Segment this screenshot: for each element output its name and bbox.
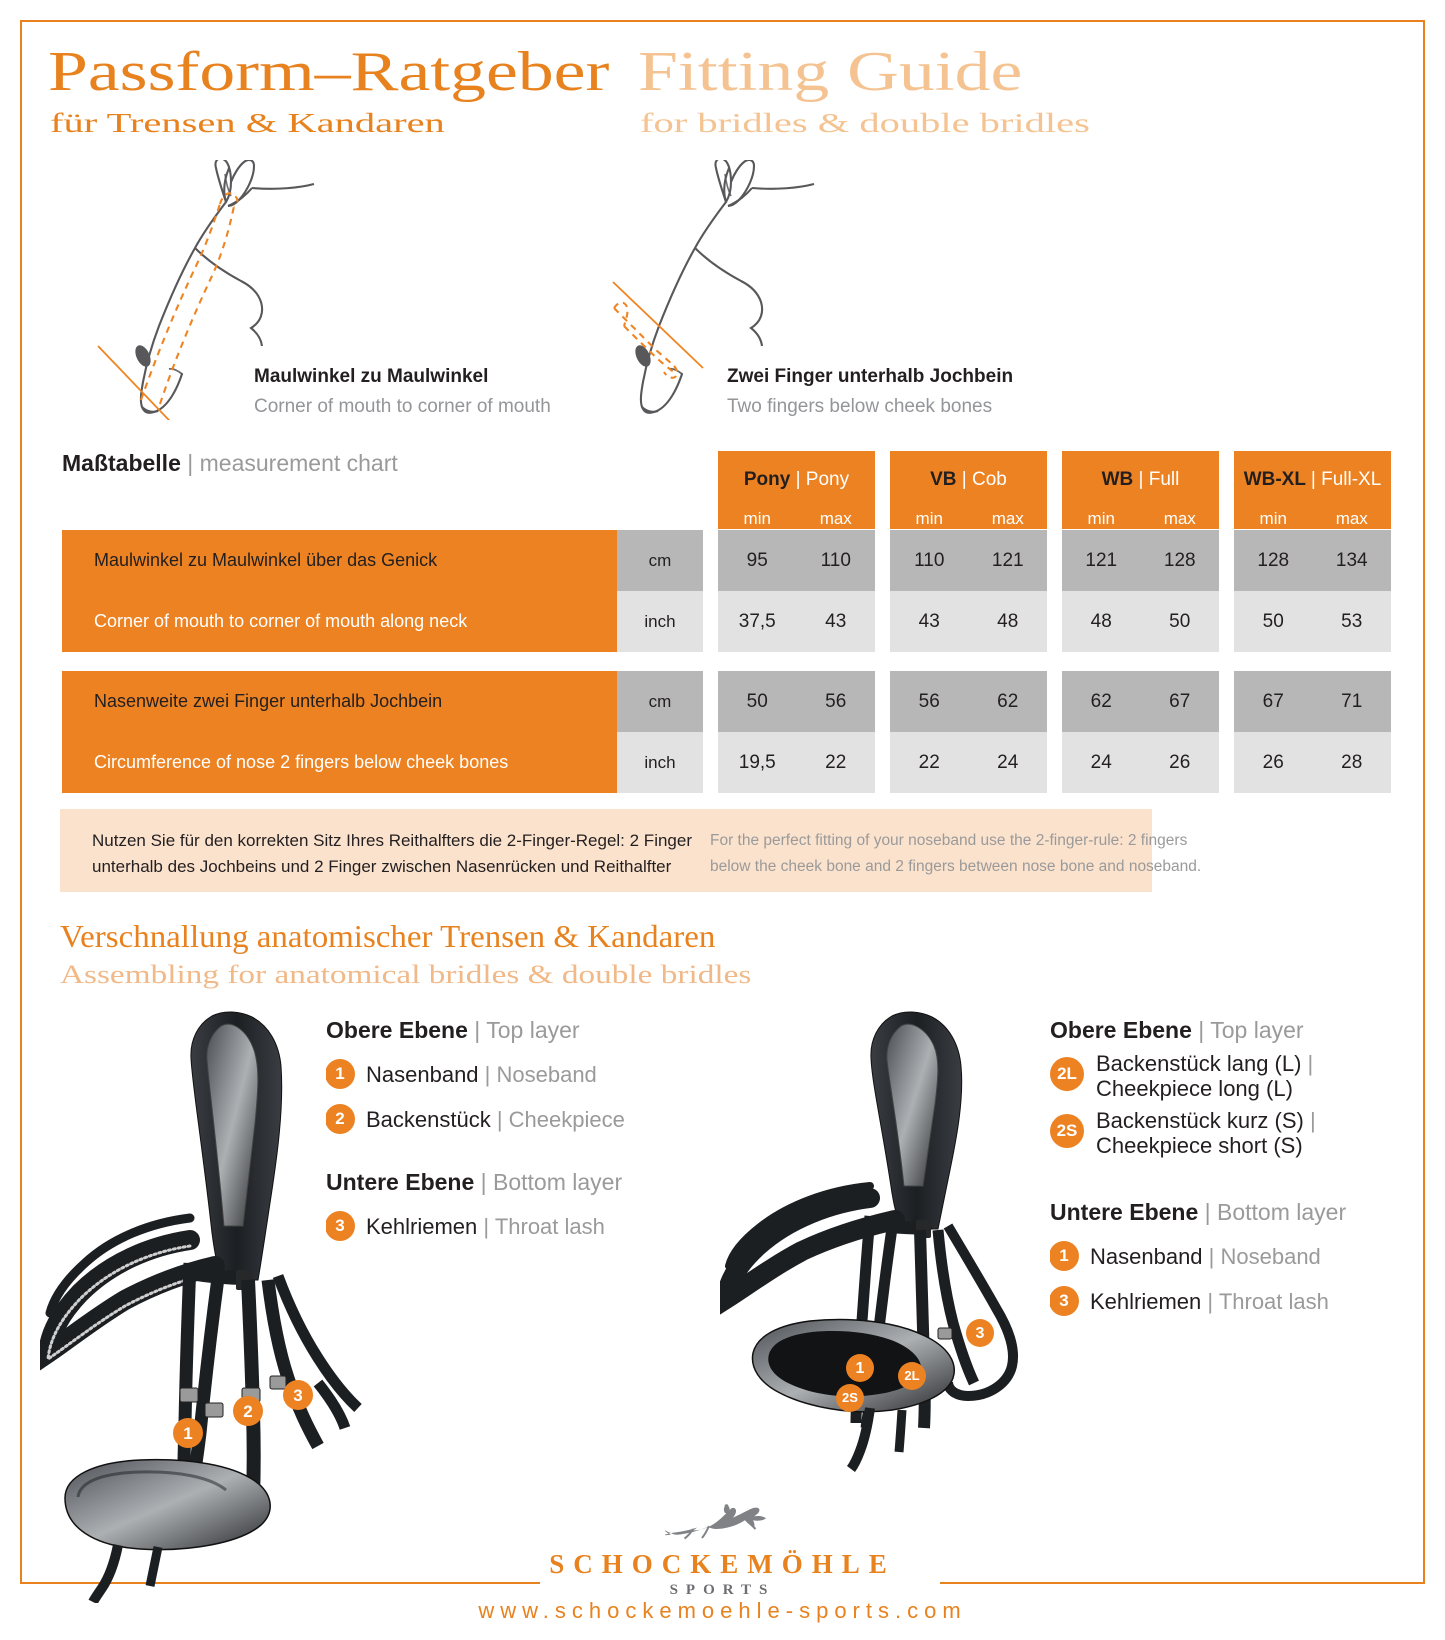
svg-text:2: 2 [335,1109,344,1128]
svg-text:3: 3 [976,1325,985,1342]
svg-text:2: 2 [243,1402,252,1421]
svg-text:2L: 2L [904,1368,919,1383]
svg-text:Cheekpiece long (L): Cheekpiece long (L) [1096,1076,1293,1101]
svg-text:3: 3 [335,1216,344,1235]
svg-text:Backenstück kurz (S) |: Backenstück kurz (S) | [1096,1108,1316,1133]
svg-text:Nasenband | Noseband: Nasenband | Noseband [366,1062,597,1087]
svg-text:Backenstück | Cheekpiece: Backenstück | Cheekpiece [366,1107,625,1132]
svg-text:1: 1 [856,1360,865,1377]
svg-text:Kehlriemen | Throat lash: Kehlriemen | Throat lash [366,1214,605,1239]
svg-text:2S: 2S [1057,1121,1078,1140]
svg-text:Nasenband | Noseband: Nasenband | Noseband [1090,1244,1321,1269]
svg-text:1: 1 [335,1064,344,1083]
svg-text:2L: 2L [1057,1064,1077,1083]
svg-text:1: 1 [183,1424,192,1443]
svg-text:3: 3 [293,1386,302,1405]
svg-text:3: 3 [1059,1291,1068,1310]
svg-text:Untere Ebene | Bottom layer: Untere Ebene | Bottom layer [326,1169,622,1195]
svg-text:Obere Ebene | Top layer: Obere Ebene | Top layer [1050,1017,1304,1043]
svg-text:Untere Ebene | Bottom layer: Untere Ebene | Bottom layer [1050,1199,1346,1225]
svg-text:Backenstück lang (L) |: Backenstück lang (L) | [1096,1051,1313,1076]
svg-text:1: 1 [1059,1246,1068,1265]
svg-text:Obere Ebene | Top layer: Obere Ebene | Top layer [326,1017,580,1043]
svg-text:2S: 2S [842,1390,858,1405]
svg-text:Kehlriemen | Throat lash: Kehlriemen | Throat lash [1090,1289,1329,1314]
svg-text:Cheekpiece short (S): Cheekpiece short (S) [1096,1133,1303,1158]
